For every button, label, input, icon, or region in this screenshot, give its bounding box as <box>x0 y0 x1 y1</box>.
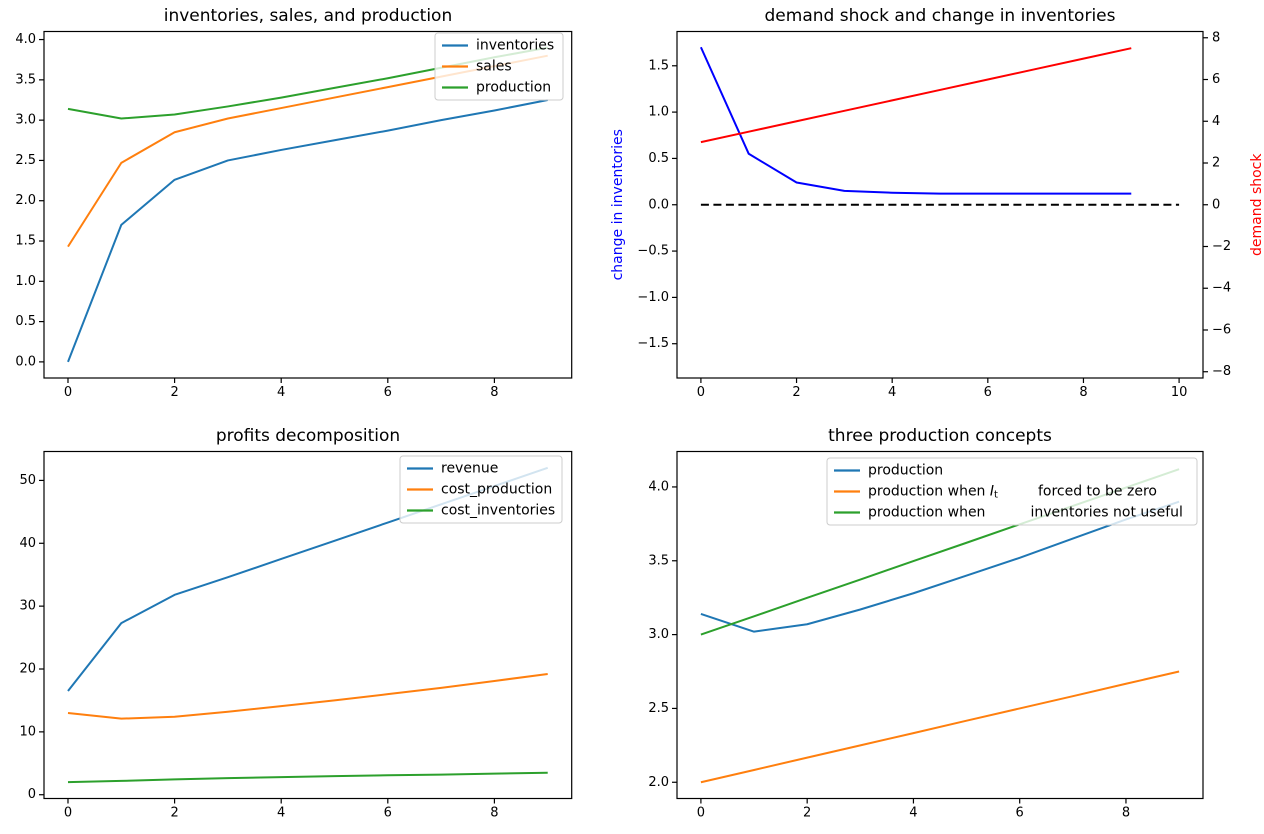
x-tick-label: 4 <box>277 385 285 400</box>
x-tick-label: 2 <box>792 385 800 400</box>
legend-label: production <box>868 463 943 479</box>
y-axis-label-right: demand shock <box>1249 153 1264 256</box>
x-tick-label: 2 <box>170 385 178 400</box>
chart-title-profits-decomposition: profits decomposition <box>215 426 401 446</box>
y-right-tick-label: −8 <box>1212 364 1231 379</box>
axes-frame <box>676 450 1204 800</box>
x-tick-label: 8 <box>490 805 498 820</box>
y-tick-label: 20 <box>19 662 36 677</box>
y-right-tick-label: −6 <box>1212 322 1231 337</box>
y-tick-label: 1.0 <box>15 274 36 289</box>
chart-3: 0 2 4 6 8 0 10 20 30 40 50 revenue cost_productionco… <box>19 450 573 820</box>
y-tick-label: 2.5 <box>648 701 669 716</box>
x-tick-label: 4 <box>909 805 917 820</box>
chart-title-inventories-sales-production: inventories, sales, and production <box>163 6 453 26</box>
legend-label: cost_inventories <box>441 503 555 519</box>
x-tick-label: 0 <box>697 385 705 400</box>
y-right-tick-label: 0 <box>1212 197 1220 212</box>
chart-title-three-production-concepts: three production concepts <box>828 426 1052 446</box>
y-tick-label: 2.5 <box>15 153 36 168</box>
y-tick-label: 3.5 <box>648 553 669 568</box>
x-tick-label: 2 <box>803 805 811 820</box>
y-tick-label: 30 <box>19 599 36 614</box>
y-tick-label: 3.0 <box>648 627 669 642</box>
y-tick-label: 4.0 <box>15 32 36 47</box>
x-tick-label: 10 <box>1171 385 1188 400</box>
y-tick-label: 2.0 <box>15 193 36 208</box>
x-tick-label: 6 <box>384 805 392 820</box>
axes-frame <box>43 30 573 379</box>
series-line-cost-production <box>67 673 548 720</box>
y-right-tick-label: 6 <box>1212 72 1220 87</box>
y-tick-label: 2.0 <box>648 775 669 790</box>
y-tick-label: 1.5 <box>648 58 669 73</box>
chart-1: 0 2 4 6 8 0.0 0.5 1.0 1.5 2.0 2.5 3.0 3.5 4.0 inventor… <box>15 30 573 400</box>
y-right-tick-label: −2 <box>1212 239 1231 254</box>
series-line-cost-inventories <box>67 771 548 784</box>
y-tick-label: 0.5 <box>15 314 36 329</box>
legend-label: production when inventories not useful <box>868 505 1183 521</box>
legend-label: inventories <box>476 38 554 54</box>
x-tick-label: 4 <box>277 805 285 820</box>
y-tick-label: 0.5 <box>648 151 669 166</box>
x-tick-label: 8 <box>1079 385 1087 400</box>
axes-frame <box>43 450 573 800</box>
series-line-change-in-inventories <box>699 46 1132 195</box>
x-tick-label: 8 <box>1122 805 1130 820</box>
y-tick-label: −1.5 <box>637 336 669 351</box>
series-line-production <box>700 500 1180 633</box>
chart-2: 0 2 4 6 8 10 −1.5 −1.0 −0.5 0.0 0.5 1.0 1.5 −8 −6 −4 −2 0… <box>610 30 1264 400</box>
x-tick-label: 2 <box>170 805 178 820</box>
x-tick-label: 0 <box>697 805 705 820</box>
y-tick-label: 40 <box>19 536 36 551</box>
legend-box <box>434 32 564 101</box>
y-tick-label: −0.5 <box>637 244 669 259</box>
y-tick-label: 3.5 <box>15 72 36 87</box>
series-line-production-when-i-t-forced-to-be-zero <box>700 670 1180 784</box>
y-tick-label: 10 <box>19 724 36 739</box>
y-tick-label: 1.5 <box>15 234 36 249</box>
series-line-inventories <box>67 99 548 363</box>
y-tick-label: 1.0 <box>648 105 669 120</box>
legend-label: revenue <box>441 461 498 477</box>
x-tick-label: 0 <box>64 385 72 400</box>
legend-label: production <box>476 80 551 96</box>
x-tick-label: 6 <box>1016 805 1024 820</box>
x-tick-label: 0 <box>64 805 72 820</box>
y-tick-label: 0 <box>28 787 36 802</box>
legend: revenue cost_production cost_inventories <box>399 455 563 524</box>
y-tick-label: 3.0 <box>15 113 36 128</box>
x-tick-label: 6 <box>384 385 392 400</box>
x-tick-label: 8 <box>490 385 498 400</box>
y-right-tick-label: 2 <box>1212 156 1220 171</box>
y-tick-label: −1.0 <box>637 290 669 305</box>
chart-title-demand-shock: demand shock and change in inventories <box>764 6 1116 26</box>
legend-box <box>399 455 563 524</box>
chart-4: 0 2 4 6 82.02.53.03.54.0productionproduction… <box>648 450 1204 820</box>
x-tick-label: 6 <box>984 385 992 400</box>
y-right-tick-label: 8 <box>1212 30 1220 45</box>
y-tick-label: 50 <box>19 473 36 488</box>
legend-label: production when It forced to be zero <box>868 484 1157 501</box>
legend: inventories sales production <box>434 32 564 101</box>
y-axis-label-left: change in inventories <box>610 129 626 280</box>
y-tick-label: 0.0 <box>648 197 669 212</box>
legend-label: sales <box>476 59 512 75</box>
series-line-demand-shock <box>700 47 1132 144</box>
y-tick-label: 0.0 <box>15 354 36 369</box>
x-tick-label: 4 <box>888 385 896 400</box>
y-right-tick-label: −4 <box>1212 281 1231 296</box>
legend: production production when It forced to be… <box>826 457 1198 526</box>
legend-box <box>826 457 1198 526</box>
legend-label: cost_production <box>441 482 552 498</box>
y-right-tick-label: 4 <box>1212 114 1220 129</box>
y-tick-label: 4.0 <box>648 479 669 494</box>
